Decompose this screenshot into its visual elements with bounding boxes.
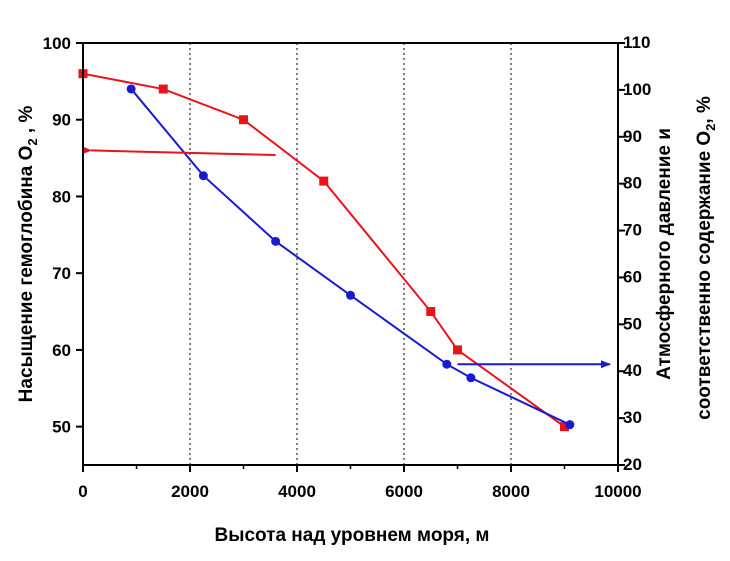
data-point-square [239, 115, 248, 125]
data-point-circle [466, 373, 476, 383]
grid-layer [189, 43, 512, 465]
data-point-circle [271, 236, 281, 246]
y-left-title-sub: 2 [25, 138, 40, 145]
y-right-title-sub: 2 [703, 124, 718, 131]
y-right-title-main: соответственно содержание O [694, 131, 715, 420]
data-point-circle [198, 171, 208, 181]
x-tick-label: 10000 [594, 482, 641, 501]
y-right-tick-label: 110 [623, 33, 650, 52]
data-point-circle [346, 290, 355, 300]
y-right-tick-label: 90 [623, 127, 642, 146]
y-left-axis-title: Насыщение гемоглобина O2 , % [16, 106, 40, 403]
y-right-axis-title-line2: соответственно содержание O2, % [694, 96, 718, 420]
data-point-square [560, 422, 569, 432]
y-right-axis-title-line1: Атмосферного давление и [654, 128, 675, 380]
y-right-tick-label: 20 [623, 455, 642, 474]
y-left-tick-label: 90 [52, 111, 71, 130]
left-axis-arrow [81, 146, 276, 157]
series-line-0 [82, 72, 566, 428]
y-left-title-tail: , % [16, 106, 37, 139]
data-point-circle [565, 420, 575, 430]
x-tick-label: 4000 [278, 482, 316, 501]
y-left-tick-label: 60 [52, 341, 71, 360]
arrow-layer [81, 146, 611, 369]
ticks-layer [76, 42, 625, 472]
y-left-tick-label: 100 [43, 34, 71, 53]
x-axis-title: Высота над уровнем моря, м [215, 525, 490, 546]
plot-frame [82, 42, 619, 466]
data-point-square [453, 345, 462, 355]
y-right-tick-label: 60 [623, 267, 642, 286]
y-right-tick-label: 30 [623, 408, 642, 427]
y-right-tick-label: 40 [623, 361, 642, 380]
x-tick-label: 6000 [385, 482, 423, 501]
y-right-tick-label: 100 [623, 80, 651, 99]
y-left-title-main: Насыщение гемоглобина O [16, 146, 37, 403]
series-layer [78, 69, 575, 432]
data-point-square [426, 307, 436, 317]
y-left-tick-label: 70 [52, 264, 71, 283]
x-tick-label: 8000 [492, 482, 530, 501]
y-right-tick-label: 50 [623, 314, 642, 333]
data-point-circle [442, 359, 452, 369]
y-left-tick-label: 50 [52, 418, 71, 437]
x-tick-label: 0 [78, 482, 87, 501]
data-point-square [158, 84, 168, 94]
data-point-circle [126, 84, 136, 94]
y-right-tick-label: 70 [623, 221, 642, 240]
tick-labels-layer: 0 2000 4000 6000 8000 10000 50 60 70 80 90 100 20 30 4… [43, 33, 652, 501]
series-line-1 [130, 88, 571, 426]
x-tick-label: 2000 [171, 482, 209, 501]
y-right-tick-label: 80 [623, 174, 642, 193]
y-right-title-tail: , % [694, 96, 715, 124]
data-point-square [319, 176, 329, 186]
y-left-tick-label: 80 [52, 187, 71, 206]
